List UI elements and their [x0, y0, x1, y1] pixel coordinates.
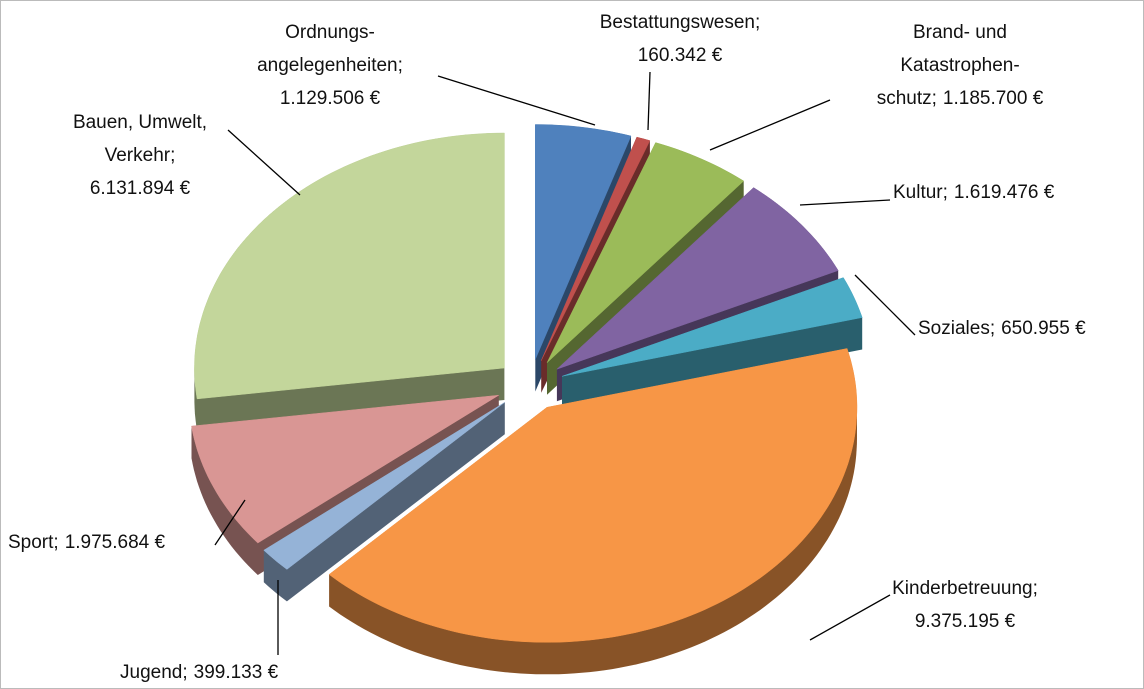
- category-label: Bauen, Umwelt, Verkehr;: [72, 112, 208, 166]
- value-label: 399.133 €: [193, 662, 279, 683]
- leader-line: [437, 75, 596, 126]
- slice: [191, 394, 499, 544]
- data-label: Bestattungswesen; 160.342 €: [560, 6, 800, 72]
- data-label: Bauen, Umwelt, Verkehr; 6.131.894 €: [40, 106, 240, 205]
- slice: [556, 187, 839, 370]
- leader-line: [647, 71, 651, 131]
- data-label: Brand- und Katastrophen- schutz; 1.185.70…: [825, 16, 1095, 115]
- data-label: Jugend; 399.133 €: [120, 656, 350, 689]
- data-label: Kinderbetreuung; 9.375.195 €: [840, 572, 1090, 638]
- leader-line: [709, 99, 831, 151]
- leader-line: [214, 499, 246, 546]
- slice: [561, 277, 863, 377]
- data-label: Soziales; 650.955 €: [918, 312, 1144, 345]
- data-label: Ordnungs- angelegenheiten; 1.129.506 €: [225, 16, 435, 115]
- category-label: Jugend;: [120, 662, 188, 683]
- value-label: 1.129.506 €: [279, 88, 381, 109]
- slice: [546, 142, 745, 363]
- data-label: Kultur; 1.619.476 €: [893, 176, 1143, 209]
- data-label: Sport; 1.975.684 €: [8, 526, 228, 559]
- leader-line: [809, 594, 891, 641]
- category-label: Kinderbetreuung;: [892, 578, 1038, 599]
- slice: [263, 402, 505, 570]
- category-label: Kultur;: [893, 182, 948, 203]
- category-label: Soziales;: [918, 318, 996, 339]
- value-label: 1.619.476 €: [953, 182, 1055, 203]
- value-label: 9.375.195 €: [914, 611, 1016, 632]
- leader-line: [799, 199, 891, 206]
- leader-line: [227, 129, 301, 196]
- value-label: 160.342 €: [637, 45, 723, 66]
- slice: [328, 348, 858, 643]
- slice: [535, 124, 632, 360]
- category-label: Sport;: [8, 532, 59, 553]
- leader-line: [854, 274, 916, 336]
- category-label: Brand- und Katastrophen- schutz;: [876, 22, 1020, 109]
- category-label: Ordnungs- angelegenheiten;: [257, 22, 403, 76]
- value-label: 1.975.684 €: [64, 532, 166, 553]
- value-label: 650.955 €: [1001, 318, 1086, 339]
- category-label: Bestattungswesen;: [599, 12, 761, 33]
- value-label: 1.185.700 €: [942, 88, 1044, 109]
- slice: [540, 136, 651, 361]
- value-label: 6.131.894 €: [89, 178, 191, 199]
- slice-side: [263, 402, 505, 602]
- slice: [194, 132, 505, 400]
